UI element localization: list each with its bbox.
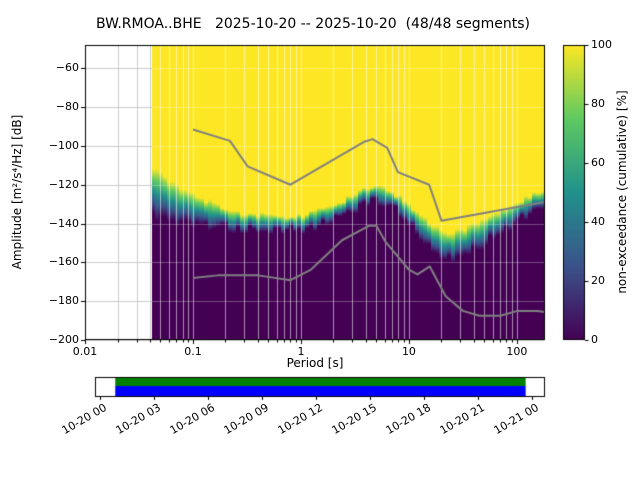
x-tick-label: 0.1 <box>184 345 202 358</box>
y-tick-label: −60 <box>55 61 79 75</box>
colorbar-tick-label: 0 <box>591 333 598 346</box>
colorbar-tick-label: 60 <box>591 156 605 169</box>
colorbar-tick-label: 40 <box>591 215 605 228</box>
y-axis-label: Amplitude [m²/s⁴/Hz] [dB] <box>10 114 24 270</box>
x-tick-label: 10 <box>401 345 416 358</box>
y-tick-label: −140 <box>48 216 79 230</box>
y-tick-label: −200 <box>48 333 79 346</box>
y-tick-label: −100 <box>48 138 79 152</box>
x-tick-label: 1 <box>297 345 305 358</box>
y-tick-label: −160 <box>48 255 79 269</box>
plot-title: BW.RMOA..BHE 2025-10-20 -- 2025-10-20 (4… <box>96 16 530 32</box>
colorbar-tick-label: 20 <box>591 274 605 287</box>
y-tick-label: −180 <box>48 294 79 308</box>
y-tick-label: −120 <box>48 177 79 191</box>
colorbar-tick-label: 80 <box>591 97 605 110</box>
y-tick-label: −80 <box>55 100 79 114</box>
x-axis-label: Period [s] <box>286 356 344 370</box>
x-tick-label: 0.01 <box>72 345 98 358</box>
x-tick-label: 100 <box>506 345 528 358</box>
colorbar-label: non-exceedance (cumulative) [%] <box>615 90 629 294</box>
colorbar-tick-label: 100 <box>591 38 612 51</box>
